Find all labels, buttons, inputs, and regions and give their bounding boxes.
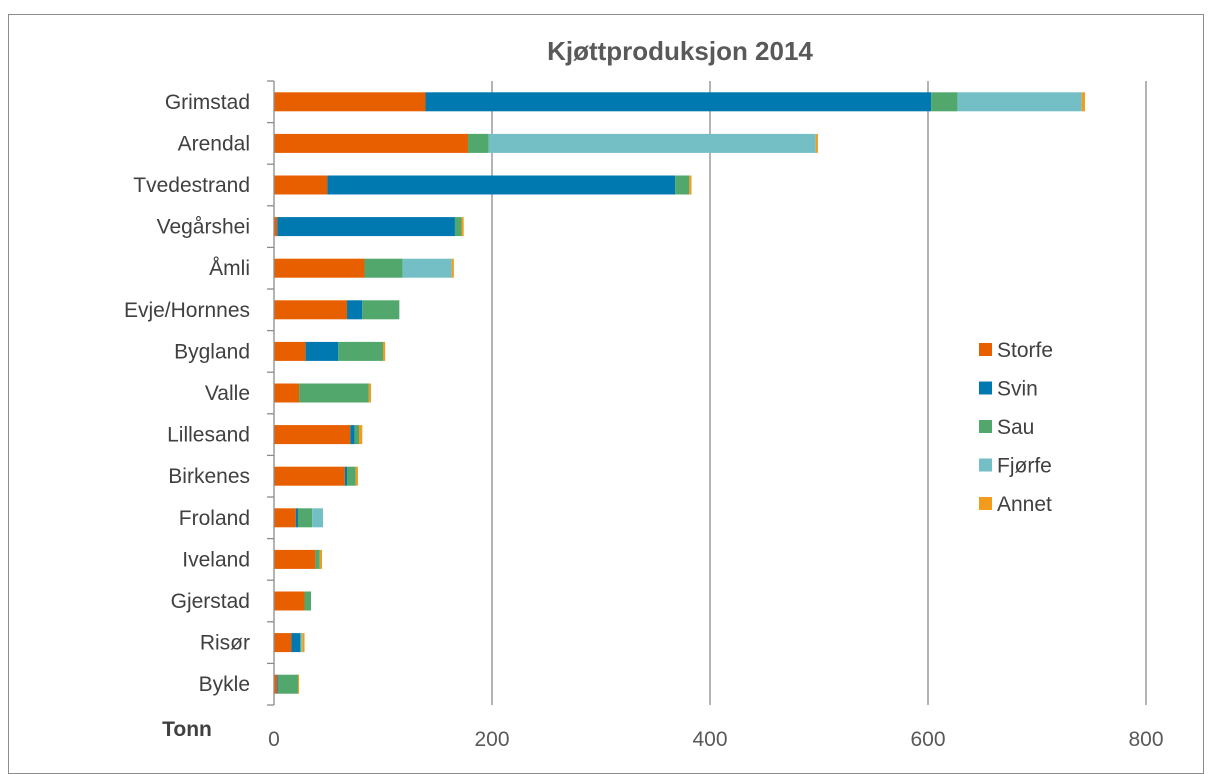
bar-segment-storfe [274, 258, 365, 278]
category-label: Evje/Hornnes [124, 299, 250, 322]
category-label: Gjerstad [171, 590, 250, 613]
bar-segment-svin [344, 466, 348, 486]
bar-segment-fjørfe [402, 258, 452, 278]
bar-segment-annet [368, 383, 372, 403]
bar-segment-fjørfe [957, 92, 1082, 112]
category-label: Lillesand [167, 424, 250, 447]
bar-segment-storfe [274, 300, 348, 320]
bar-segment-storfe [274, 341, 306, 361]
bar-segment-sau [362, 300, 400, 320]
legend-label-sau: Sau [997, 416, 1034, 439]
bar-segment-sau [931, 92, 958, 112]
category-label: Grimstad [165, 91, 250, 114]
category-label: Arendal [178, 132, 250, 155]
legend-swatch-fjørfe [979, 458, 992, 472]
bar-segment-storfe [274, 508, 296, 528]
bar-segment-sau [304, 591, 312, 611]
category-label: Åmli [209, 257, 250, 280]
bar-segment-fjørfe [301, 633, 303, 653]
category-label: Iveland [182, 548, 250, 571]
legend-swatch-svin [979, 381, 992, 395]
bar-segment-sau [278, 674, 298, 694]
bar-segment-annet [461, 217, 464, 237]
chart-svg: Kjøttproduksjon 2014 Grimstad Arendal Tved… [124, 36, 1164, 751]
bar-segment-svin [277, 674, 279, 694]
bar-segment-sau [675, 175, 690, 195]
bar-segment-annet [1081, 92, 1085, 112]
bar-segment-storfe [274, 591, 305, 611]
x-tick-label: 400 [692, 728, 727, 751]
legend-label-annet: Annet [997, 493, 1052, 516]
bar-segment-annet [815, 133, 818, 153]
bar-segment-storfe [274, 92, 426, 112]
bar-segment-storfe [274, 217, 278, 237]
bar-segment-fjørfe [312, 508, 324, 528]
gridlines [491, 81, 1147, 705]
bar-segment-storfe [274, 633, 292, 653]
bar-segment-annet [302, 633, 305, 653]
bar-segment-svin [291, 633, 301, 653]
bar-segment-annet [383, 341, 386, 361]
tick-labels: 0 200 400 600 800 [268, 728, 1163, 751]
bar-segment-annet [355, 466, 358, 486]
bar-segment-svin [347, 300, 363, 320]
bar-segment-fjørfe [488, 133, 816, 153]
bar-segment-svin [327, 175, 676, 195]
bar-segment-sau [468, 133, 489, 153]
bar-segment-sau [299, 383, 369, 403]
bar-segment-sau [354, 425, 360, 445]
bar-segment-storfe [274, 133, 469, 153]
category-label: Tvedestrand [133, 174, 250, 197]
bar-segment-sau [338, 341, 383, 361]
bar-segment-storfe [274, 425, 351, 445]
bar-segment-annet [689, 175, 692, 195]
bar-segment-annet [359, 425, 363, 445]
legend-label-storfe: Storfe [997, 339, 1053, 362]
x-tick-label: 600 [910, 728, 945, 751]
category-labels: Grimstad Arendal Tvedestrand Vegårshei Åmli E… [124, 91, 250, 696]
category-label: Valle [205, 382, 250, 405]
x-tick-label: 200 [474, 728, 509, 751]
category-label: Vegårshei [157, 216, 250, 239]
bar-segment-storfe [274, 466, 345, 486]
x-axis-unit-label: Tonn [162, 718, 212, 741]
bar-segment-svin [277, 217, 455, 237]
bar-segment-annet [297, 674, 300, 694]
bar-segment-svin [305, 341, 339, 361]
bar-segment-svin [295, 508, 298, 528]
bar-segment-storfe [274, 175, 328, 195]
bar-segment-sau [454, 217, 462, 237]
bar-segment-storfe [274, 549, 316, 569]
axis [267, 80, 275, 706]
bar-segment-svin [350, 425, 355, 445]
legend: Storfe Svin Sau Fjørfe Annet [979, 339, 1053, 516]
bar-segment-sau [364, 258, 403, 278]
category-label: Risør [200, 632, 250, 655]
chart-title: Kjøttproduksjon 2014 [547, 36, 813, 66]
bar-segment-sau [315, 549, 320, 569]
legend-swatch-storfe [979, 343, 992, 356]
legend-label-svin: Svin [997, 378, 1038, 401]
legend-swatch-annet [979, 497, 992, 510]
chart-frame: Kjøttproduksjon 2014 Grimstad Arendal Tved… [8, 14, 1204, 774]
bar-segment-storfe [274, 383, 300, 403]
category-label: Bykle [199, 673, 250, 696]
x-tick-label: 800 [1128, 728, 1163, 751]
bars [274, 92, 1085, 694]
legend-swatch-sau [979, 420, 992, 433]
x-tick-label: 0 [268, 728, 280, 751]
category-label: Birkenes [168, 465, 250, 488]
bar-segment-annet [451, 258, 454, 278]
bar-segment-sau [347, 466, 356, 486]
legend-label-fjørfe: Fjørfe [997, 455, 1052, 478]
bar-segment-sau [297, 508, 313, 528]
bar-segment-sau [300, 633, 302, 653]
bar-segment-storfe [274, 674, 278, 694]
bar-segment-annet [319, 549, 322, 569]
bar-segment-svin [425, 92, 932, 112]
category-label: Froland [179, 507, 250, 530]
category-label: Bygland [174, 340, 250, 363]
